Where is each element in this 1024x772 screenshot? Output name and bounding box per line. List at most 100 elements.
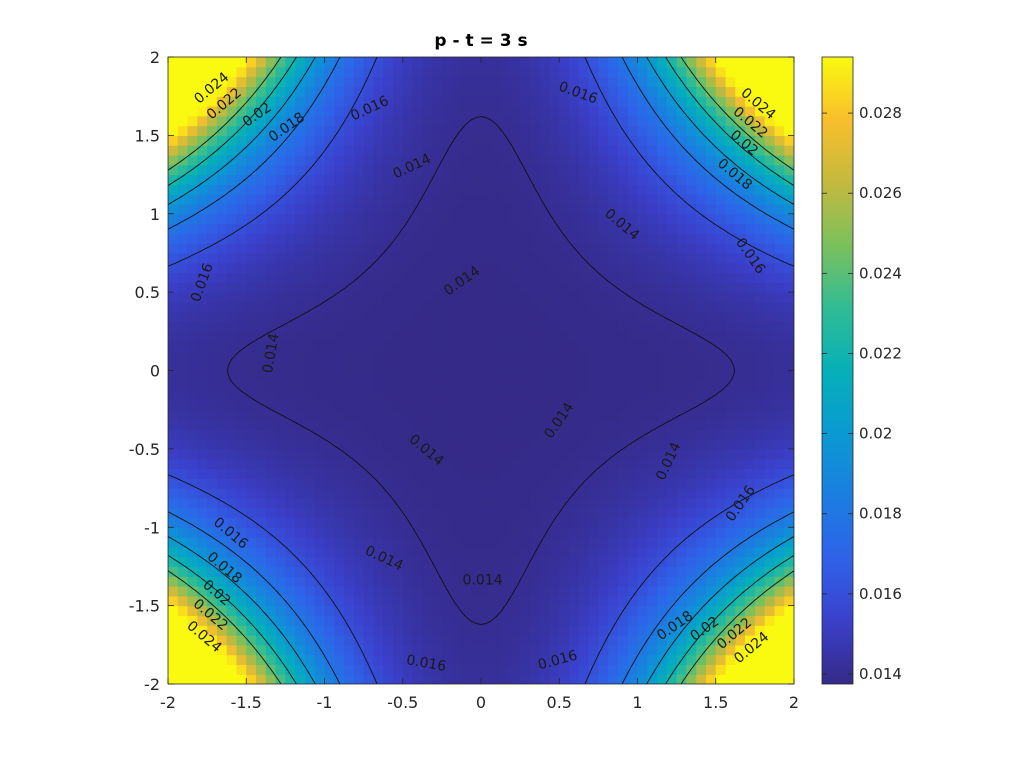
heatmap-cell	[686, 194, 697, 205]
heatmap-cell	[725, 576, 736, 587]
heatmap-cell	[500, 154, 511, 166]
heatmap-cell	[598, 586, 609, 597]
heatmap-cell	[715, 654, 727, 666]
heatmap-cell	[197, 135, 208, 146]
heatmap-cell	[784, 311, 794, 323]
heatmap-cell	[764, 145, 776, 156]
heatmap-cell	[657, 390, 668, 401]
heatmap-cell	[412, 517, 423, 528]
heatmap-cell	[344, 154, 355, 166]
heatmap-cell	[324, 625, 335, 636]
heatmap-cell	[627, 282, 639, 293]
heatmap-cell	[617, 595, 629, 607]
heatmap-cell	[637, 399, 648, 411]
heatmap-cell	[471, 262, 482, 274]
heatmap-cell	[754, 380, 766, 391]
heatmap-cell	[187, 135, 198, 146]
heatmap-cell	[559, 96, 570, 107]
heatmap-cell	[187, 86, 198, 97]
heatmap-cell	[246, 282, 257, 293]
heatmap-cell	[784, 566, 794, 577]
heatmap-cell	[461, 341, 472, 352]
heatmap-cell	[637, 76, 648, 87]
heatmap-cell	[432, 625, 443, 636]
heatmap-cell	[598, 321, 609, 332]
heatmap-cell	[705, 488, 717, 499]
heatmap-cell	[784, 556, 794, 568]
heatmap-cell	[500, 66, 511, 78]
heatmap-cell	[481, 595, 492, 607]
heatmap-cell	[784, 223, 794, 234]
heatmap-cell	[608, 86, 619, 97]
heatmap-cell	[246, 439, 257, 450]
heatmap-cell	[764, 625, 776, 636]
heatmap-cell	[549, 507, 560, 519]
heatmap-cell	[598, 105, 609, 117]
heatmap-cell	[510, 145, 521, 156]
heatmap-cell	[441, 164, 453, 176]
heatmap-cell	[246, 57, 257, 68]
heatmap-cell	[676, 448, 688, 460]
heatmap-cell	[168, 301, 179, 313]
heatmap-cell	[304, 341, 316, 352]
heatmap-cell	[441, 468, 453, 479]
heatmap-cell	[617, 154, 629, 166]
heatmap-cell	[686, 282, 697, 293]
heatmap-cell	[696, 184, 707, 195]
heatmap-cell	[207, 605, 218, 617]
heatmap-cell	[168, 419, 179, 430]
heatmap-cell	[490, 360, 502, 372]
heatmap-cell	[569, 635, 580, 646]
heatmap-cell	[226, 527, 238, 538]
heatmap-cell	[715, 125, 727, 136]
heatmap-cell	[774, 439, 785, 450]
heatmap-cell	[578, 380, 590, 391]
heatmap-cell	[265, 419, 277, 430]
heatmap-cell	[314, 321, 326, 332]
heatmap-cell	[520, 66, 531, 78]
heatmap-cell	[510, 664, 521, 675]
heatmap-cell	[774, 654, 785, 666]
heatmap-cell	[490, 243, 502, 254]
heatmap-cell	[324, 262, 335, 274]
heatmap-cell	[207, 380, 218, 391]
heatmap-cell	[432, 292, 443, 303]
heatmap-cell	[569, 145, 580, 156]
heatmap-cell	[735, 615, 746, 626]
heatmap-cell	[265, 233, 277, 244]
heatmap-cell	[334, 350, 345, 362]
heatmap-cell	[559, 243, 570, 254]
heatmap-cell	[295, 517, 306, 528]
heatmap-cell	[432, 409, 443, 421]
heatmap-cell	[539, 409, 551, 421]
heatmap-cell	[168, 468, 179, 479]
heatmap-cell	[647, 252, 658, 264]
heatmap-cell	[705, 57, 717, 68]
heatmap-cell	[784, 595, 794, 607]
heatmap-cell	[559, 252, 570, 264]
heatmap-cell	[256, 674, 267, 684]
colorbar-gradient	[822, 57, 853, 684]
heatmap-cell	[529, 96, 541, 107]
heatmap-cell	[187, 311, 198, 323]
heatmap-cell	[383, 282, 394, 293]
heatmap-cell	[236, 674, 247, 684]
heatmap-cell	[392, 292, 404, 303]
heatmap-cell	[226, 96, 238, 107]
heatmap-cell	[451, 311, 463, 323]
heatmap-cell	[471, 331, 482, 342]
heatmap-cell	[216, 615, 228, 626]
heatmap-cell	[392, 164, 404, 176]
heatmap-cell	[510, 566, 521, 577]
heatmap-cell	[510, 272, 521, 283]
heatmap-cell	[608, 203, 619, 215]
heatmap-cell	[754, 360, 766, 372]
heatmap-cell	[588, 507, 599, 519]
heatmap-cell	[627, 556, 639, 568]
heatmap-cell	[500, 537, 511, 548]
contour-line	[168, 57, 794, 684]
heatmap-cell	[598, 164, 609, 176]
heatmap-cell	[617, 292, 629, 303]
heatmap-cell	[529, 517, 541, 528]
heatmap-cell	[432, 350, 443, 362]
